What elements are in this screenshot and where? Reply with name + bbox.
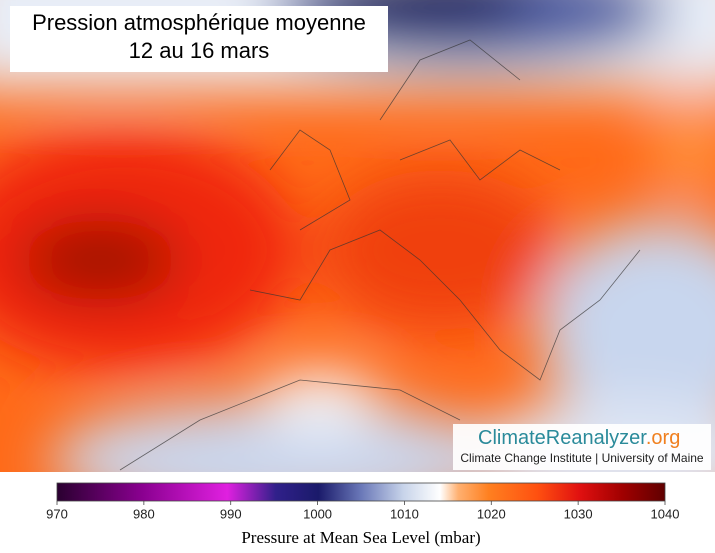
pressure-map — [0, 0, 715, 472]
colorbar-tick-label: 990 — [220, 506, 242, 521]
colorbar-tick-label: 1020 — [477, 506, 506, 521]
colorbar-tick-label: 970 — [46, 506, 68, 521]
branding-box — [453, 424, 711, 470]
colorbar-tick-label: 1010 — [390, 506, 419, 521]
colorbar-tick-label: 1040 — [651, 506, 680, 521]
colorbar-tick-label: 1030 — [564, 506, 593, 521]
colorbar-label: Pressure at Mean Sea Level (mbar) — [241, 528, 480, 547]
title-line: 12 au 16 mars — [129, 38, 270, 63]
colorbar-tick-label: 980 — [133, 506, 155, 521]
colorbar — [56, 482, 666, 502]
branding-subtitle: Climate Change Institute | University of… — [460, 451, 704, 465]
title-box — [10, 6, 388, 72]
branding-name: ClimateReanalyzer.org — [478, 427, 680, 449]
title-line: Pression atmosphérique moyenne — [32, 10, 366, 35]
branding-domain: .org — [646, 427, 680, 449]
branding-name-main: ClimateReanalyzer — [478, 427, 647, 449]
colorbar-tick-label: 1000 — [303, 506, 332, 521]
